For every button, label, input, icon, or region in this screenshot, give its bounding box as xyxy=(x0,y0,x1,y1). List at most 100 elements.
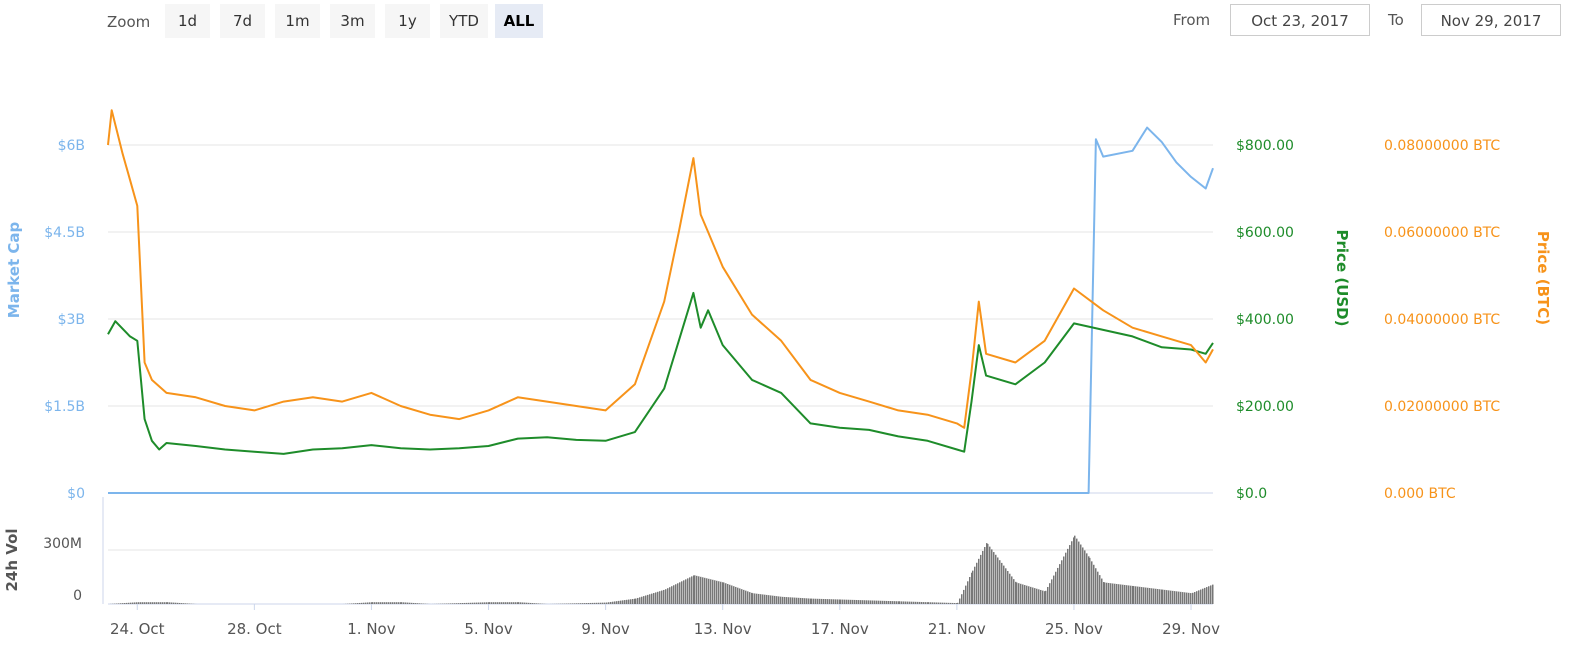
volume-bar xyxy=(852,599,854,604)
volume-bar xyxy=(1151,588,1153,604)
zoom-1d-button[interactable]: 1d xyxy=(165,4,210,38)
volume-bar xyxy=(1112,583,1114,604)
volume-bar xyxy=(663,589,665,604)
volume-bar xyxy=(886,600,888,604)
volume-bar xyxy=(946,602,948,604)
volume-bar xyxy=(963,589,965,604)
volume-bar xyxy=(735,586,737,604)
axis-title-market-cap: Market Cap xyxy=(5,222,23,319)
volume-bar xyxy=(171,602,173,604)
volume-bar xyxy=(639,597,641,604)
volume-bar xyxy=(403,602,405,604)
volume-bar xyxy=(532,603,534,604)
volume-bar xyxy=(456,603,458,604)
zoom-label: Zoom xyxy=(107,13,151,31)
volume-bar xyxy=(484,602,486,604)
volume-bar xyxy=(776,596,778,604)
zoom-all-button[interactable]: ALL xyxy=(495,4,543,38)
volume-bar xyxy=(758,593,760,604)
volume-bar xyxy=(842,599,844,604)
volume-bar xyxy=(952,602,954,604)
volume-bar xyxy=(762,594,764,604)
volume-bar xyxy=(839,599,841,604)
volume-bar xyxy=(616,601,618,604)
volume-bar xyxy=(478,602,480,604)
volume-bar xyxy=(1074,535,1076,604)
price-usd-line xyxy=(107,291,1214,455)
volume-bar xyxy=(1124,584,1126,604)
volume-bar xyxy=(850,599,852,604)
to-date-input[interactable]: Nov 29, 2017 xyxy=(1421,4,1561,36)
volume-bar xyxy=(1051,579,1053,604)
volume-bar xyxy=(1108,582,1110,604)
volume-bar xyxy=(382,602,384,604)
volume-bar xyxy=(606,602,608,604)
volume-bar xyxy=(1159,589,1161,604)
volume-bars xyxy=(110,535,1214,604)
volume-bar xyxy=(491,602,493,604)
volume-bar xyxy=(727,583,729,604)
volume-bar xyxy=(600,602,602,604)
volume-bar xyxy=(641,596,643,604)
volume-bar xyxy=(130,602,132,604)
volume-bar xyxy=(815,598,817,604)
volume-bar xyxy=(1198,590,1200,604)
volume-bar xyxy=(590,602,592,604)
volume-bar xyxy=(480,602,482,604)
zoom-7d-button[interactable]: 7d xyxy=(220,4,265,38)
volume-bar xyxy=(874,600,876,604)
volume-bar xyxy=(739,588,741,604)
volume-bar xyxy=(392,602,394,604)
volume-bar xyxy=(462,603,464,604)
volume-bar xyxy=(980,554,982,604)
volume-bar xyxy=(1084,550,1086,604)
volume-bar xyxy=(965,585,967,604)
volume-bar xyxy=(967,581,969,604)
volume-bar xyxy=(913,601,915,604)
volume-bar xyxy=(598,602,600,604)
volume-bar xyxy=(181,603,183,604)
volume-bar xyxy=(911,601,913,604)
volume-bar xyxy=(745,590,747,604)
volume-bar xyxy=(683,580,685,604)
volume-bar xyxy=(1103,582,1105,604)
volume-bar xyxy=(954,603,956,604)
volume-bar xyxy=(1147,587,1149,604)
zoom-ytd-button[interactable]: YTD xyxy=(440,4,488,38)
zoom-1y-button[interactable]: 1y xyxy=(385,4,430,38)
volume-bar xyxy=(126,602,128,604)
volume-bar xyxy=(122,603,124,604)
volume-bar xyxy=(741,589,743,604)
volume-bar xyxy=(635,598,637,604)
volume-bar xyxy=(956,603,958,604)
zoom-3m-button[interactable]: 3m xyxy=(330,4,375,38)
volume-bar xyxy=(1097,571,1099,604)
volume-bar xyxy=(1196,591,1198,604)
volume-bar xyxy=(1137,586,1139,604)
volume-bar xyxy=(185,603,187,604)
volume-bar xyxy=(620,600,622,604)
volume-bar xyxy=(899,601,901,604)
volume-bar xyxy=(1176,591,1178,604)
volume-bar xyxy=(948,602,950,604)
volume-bar xyxy=(1164,589,1166,604)
price-btc-tick-label: 0.000 BTC xyxy=(1384,486,1456,502)
volume-bar xyxy=(183,603,185,604)
volume-bar xyxy=(594,602,596,604)
volume-bar xyxy=(400,602,402,604)
volume-bar xyxy=(888,600,890,604)
x-tick-label: 21. Nov xyxy=(928,620,986,638)
volume-bar xyxy=(693,575,695,604)
volume-bar xyxy=(689,577,691,604)
volume-bar xyxy=(612,601,614,604)
volume-bar xyxy=(944,602,946,604)
volume-bar xyxy=(821,598,823,604)
volume-bar xyxy=(536,603,538,604)
volume-bar xyxy=(568,603,570,604)
from-date-input[interactable]: Oct 23, 2017 xyxy=(1230,4,1370,36)
volume-bar xyxy=(187,603,189,604)
volume-bar xyxy=(1116,583,1118,604)
zoom-1m-button[interactable]: 1m xyxy=(275,4,320,38)
volume-bar xyxy=(1055,571,1057,604)
